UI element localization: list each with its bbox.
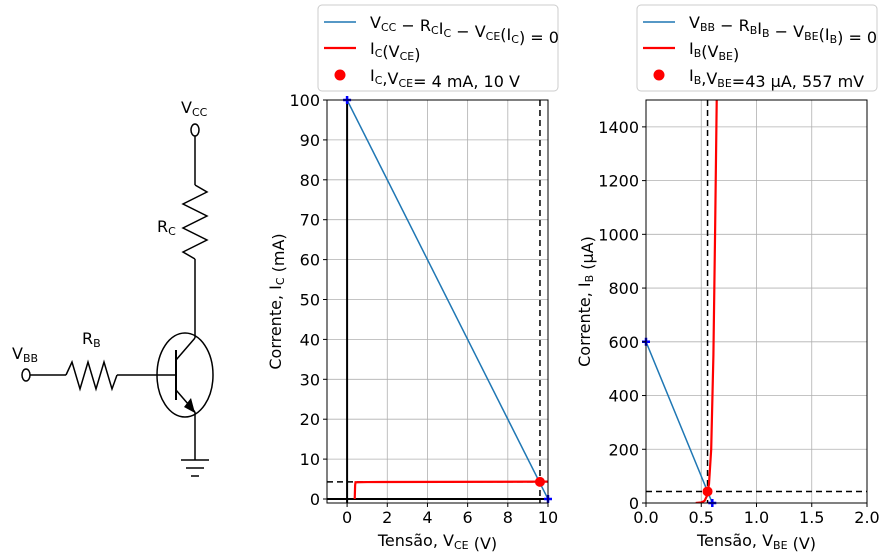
x-tick-label: 1.5 (799, 508, 824, 527)
y-tick-label: 50 (300, 291, 320, 310)
legend-entry: VCC − RCIC − VCE(IC) = 0 (370, 13, 559, 47)
characteristic-curve (353, 480, 548, 500)
legend-entry: VBB − RBIB − VBE(IB) = 0 (689, 13, 877, 47)
load-line (646, 341, 713, 503)
y-axis-label: Corrente, IB (μA) (575, 236, 597, 367)
y-tick-label: 1200 (598, 172, 639, 191)
legend-marker (334, 69, 346, 81)
y-tick-label: 40 (300, 330, 320, 349)
y-tick-label: 600 (608, 333, 639, 352)
y-tick-label: 800 (608, 279, 639, 298)
y-tick-label: 1000 (598, 225, 639, 244)
x-tick-label: 10 (538, 508, 558, 527)
y-tick-label: 10 (300, 450, 320, 469)
y-tick-label: 70 (300, 211, 320, 230)
x-tick-label: 6 (463, 508, 473, 527)
vbb-label: VBB (12, 344, 38, 365)
plot-area (646, 100, 867, 503)
operating-point (534, 476, 545, 487)
base-chart: 0.0 0.5 1.0 1.5 2.0 0 200 400 600 800 1000 1200 1400… (575, 4, 880, 553)
y-tick-label: 90 (300, 131, 320, 150)
legend-entry: IC(VCE) (370, 39, 420, 64)
legend-box (636, 4, 878, 92)
legend: VBB − RBIB − VBE(IB) = 0IB(VBE)IB,VBE=43… (636, 4, 878, 92)
rb-resistor (65, 359, 118, 392)
y-tick-label: 400 (608, 387, 639, 406)
vcc-terminal (190, 123, 200, 137)
legend-entry: IC,VCE= 4 mA, 10 V (370, 66, 520, 91)
x-tick-label: 4 (422, 508, 432, 527)
x-tick-label: 8 (503, 508, 513, 527)
x-axis-label: Tensão, VCE (V) (377, 531, 497, 553)
y-axis-label: Corrente, IC (mA) (266, 233, 288, 369)
y-tick-label: 0 (310, 490, 320, 509)
emitter-arrow (184, 398, 195, 413)
legend-marker (653, 69, 665, 81)
characteristic-curve (695, 100, 718, 503)
x-tick-label: 0.5 (689, 508, 714, 527)
y-tick-label: 1400 (598, 118, 639, 137)
y-tick-label: 100 (289, 91, 320, 110)
legend-entry: IB,VBE=43 μA, 557 mV (689, 66, 864, 91)
x-tick-label: 2.0 (854, 508, 879, 527)
x-axis-label: Tensão, VBE (V) (696, 531, 816, 553)
x-tick-label: 0.0 (633, 508, 658, 527)
operating-point (702, 486, 713, 497)
x-tick-label: 0 (342, 508, 352, 527)
rc-label: RC (157, 217, 176, 238)
legend-box (317, 4, 559, 92)
load-line (346, 100, 548, 500)
vbb-terminal (21, 368, 31, 382)
y-tick-label: 30 (300, 370, 320, 389)
x-tick-label: 2 (382, 508, 392, 527)
plot-area (327, 100, 548, 503)
vcc-label: VCC (181, 98, 208, 119)
y-tick-label: 60 (300, 251, 320, 270)
y-tick-label: 200 (608, 440, 639, 459)
x-tick-label: 1.0 (744, 508, 769, 527)
plot-frame (326, 99, 549, 504)
rb-label: RB (82, 329, 101, 350)
rc-resistor (181, 184, 209, 260)
y-tick-label: 0 (629, 494, 639, 513)
transistor-circuit-schematic: VCC RC VBB RB (12, 98, 214, 477)
legend-entry: IB(VBE) (689, 39, 739, 64)
legend: VCC − RCIC − VCE(IC) = 0IC(VCE)IC,VCE= 4… (317, 4, 559, 92)
y-tick-label: 80 (300, 171, 320, 190)
transistor-collector (175, 337, 196, 361)
y-tick-label: 20 (300, 410, 320, 429)
